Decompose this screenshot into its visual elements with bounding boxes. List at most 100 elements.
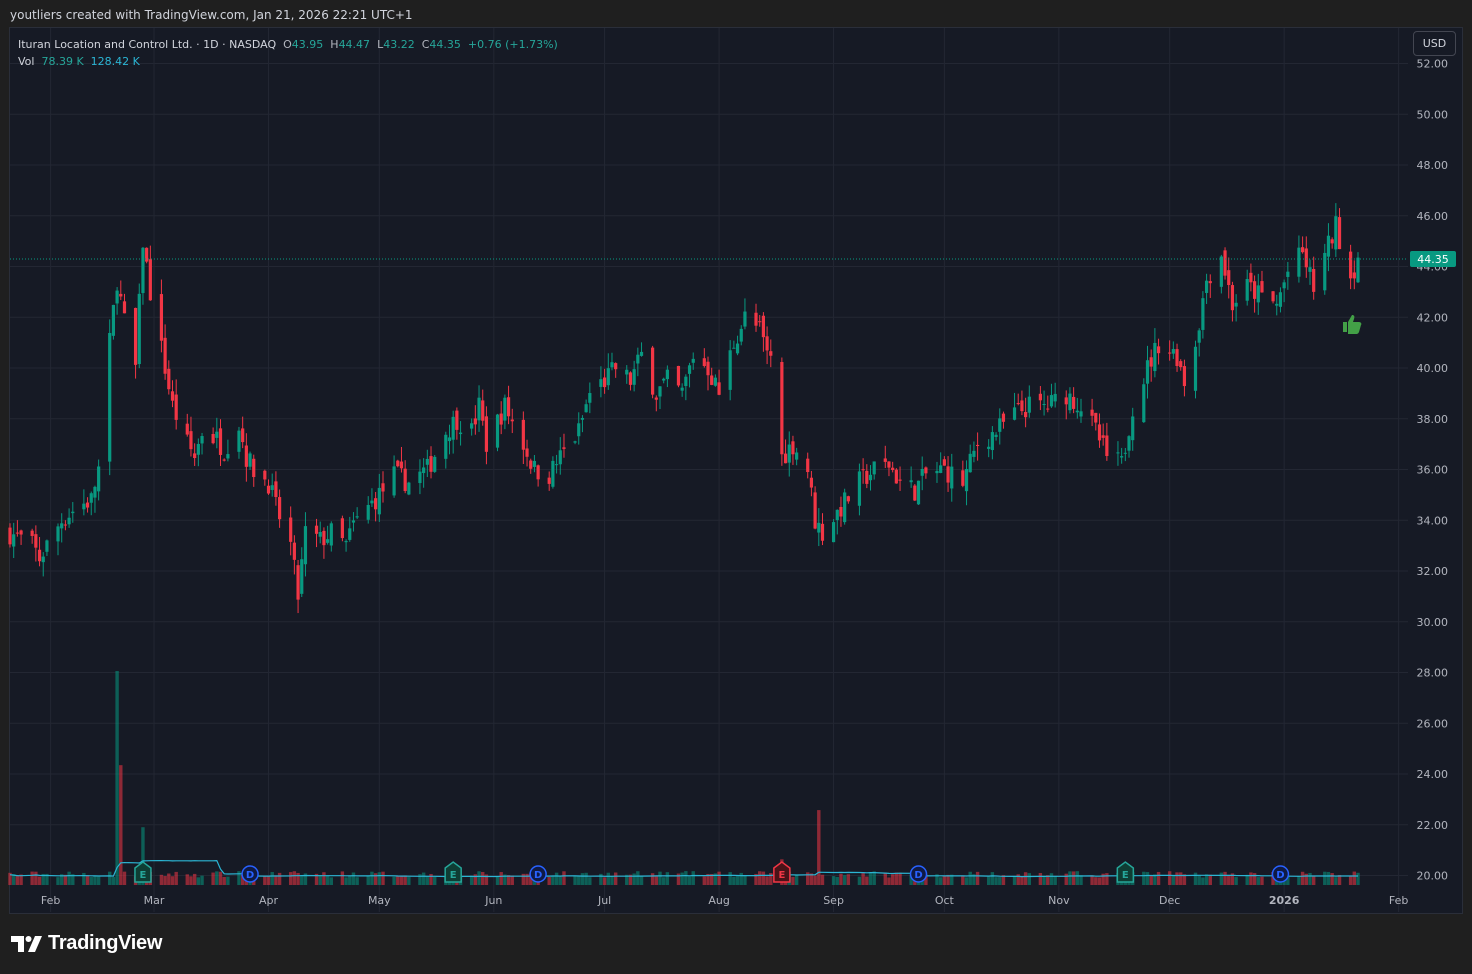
volume-bar	[189, 876, 193, 885]
tradingview-logo[interactable]: TradingView	[11, 932, 162, 955]
volume-bar	[15, 875, 20, 885]
candle-body	[241, 428, 245, 443]
candle-body	[374, 498, 378, 510]
candle-body	[990, 432, 994, 451]
candle-body	[355, 516, 359, 518]
candle-body	[108, 332, 112, 462]
candle-body	[1334, 216, 1338, 250]
candle-body	[1197, 330, 1201, 343]
volume-bar	[185, 874, 189, 885]
volume-row: Vol 78.39 K 128.42 K	[18, 53, 558, 70]
volume-bar	[835, 876, 839, 885]
volume-bars	[8, 671, 1360, 885]
candle-body	[1123, 452, 1127, 454]
volume-bar	[1227, 874, 1231, 885]
candle-body	[1097, 424, 1102, 441]
currency-button[interactable]: USD	[1413, 31, 1456, 56]
candle-body	[817, 522, 821, 533]
volume-bar	[425, 876, 430, 885]
candle-body	[602, 377, 607, 388]
dividend-badge[interactable]: D	[241, 865, 259, 883]
volume-bar	[558, 876, 562, 885]
dividend-badge[interactable]: D	[1271, 865, 1290, 883]
volume-bar	[813, 875, 817, 885]
candle-body	[658, 386, 662, 397]
svg-text:E: E	[450, 870, 457, 881]
volume-bar	[1090, 875, 1094, 885]
candle-body	[444, 434, 448, 459]
candle-body	[728, 350, 732, 390]
x-tick-label: Sep	[823, 894, 844, 907]
volume-label[interactable]: Vol	[18, 55, 35, 68]
candle-body	[1075, 410, 1079, 413]
volume-bar	[584, 872, 588, 885]
volume-bar	[990, 872, 995, 885]
earnings-badge[interactable]: E	[444, 861, 462, 883]
volume-bar	[1156, 871, 1161, 885]
volume-bar	[421, 872, 426, 885]
volume-bar	[318, 874, 322, 885]
volume-bar	[1193, 872, 1198, 885]
volume-bar	[1326, 871, 1331, 885]
candle-body	[193, 453, 197, 459]
y-tick-label: 32.00	[1417, 565, 1449, 578]
x-tick-label: Aug	[708, 894, 729, 907]
candle-body	[1304, 248, 1308, 268]
candle-body	[1149, 357, 1153, 367]
volume-bar	[588, 877, 592, 885]
volume-bar	[625, 874, 629, 885]
candle-body	[1168, 352, 1172, 354]
candle-body	[451, 416, 455, 440]
candle-body	[1105, 435, 1109, 457]
volume-bar	[794, 875, 799, 885]
candle-body	[628, 372, 633, 385]
earnings-badge[interactable]: E	[1116, 861, 1135, 883]
candle-body	[170, 391, 175, 401]
chart-area[interactable]	[9, 27, 1463, 914]
candle-body	[200, 436, 204, 444]
dividend-badge[interactable]: D	[529, 865, 547, 883]
volume-bar	[237, 871, 241, 885]
symbol-title[interactable]: Ituran Location and Control Ltd. · 1D · …	[18, 38, 277, 51]
earnings-badge[interactable]: E	[773, 861, 791, 883]
candle-body	[684, 376, 688, 387]
volume-bar	[661, 877, 666, 885]
volume-bar	[1105, 873, 1109, 885]
x-tick-label: Feb	[1389, 894, 1408, 907]
candle-body	[529, 460, 533, 469]
dividend-badge[interactable]: D	[909, 865, 928, 883]
candle-body	[868, 474, 873, 481]
volume-bar	[1175, 872, 1179, 885]
volume-bar	[702, 876, 707, 885]
candle-body	[743, 311, 747, 327]
candle-body	[883, 458, 887, 462]
earnings-badge[interactable]: E	[134, 861, 152, 883]
candle-body	[761, 315, 766, 338]
candle-body	[942, 459, 946, 466]
volume-bar	[11, 874, 16, 885]
candle-body	[89, 493, 93, 503]
x-tick-label: Nov	[1048, 894, 1070, 907]
candle-body	[913, 485, 917, 501]
volume-bar	[325, 875, 330, 885]
candle-body	[148, 259, 152, 301]
candle-body	[961, 470, 965, 486]
candle-body	[976, 444, 980, 447]
candle-body	[1131, 416, 1135, 441]
volume-bar	[122, 871, 127, 885]
volume-bar	[329, 877, 334, 885]
y-tick-label: 38.00	[1417, 413, 1449, 426]
candle-body	[418, 471, 422, 484]
candle-body	[314, 525, 319, 534]
candle-body	[1156, 346, 1161, 354]
volume-bar	[687, 876, 692, 885]
volume-bar	[1304, 873, 1308, 885]
open-value: 43.95	[291, 38, 324, 51]
candle-body	[30, 530, 34, 536]
volume-bar	[292, 871, 297, 885]
candle-body	[1223, 250, 1227, 276]
volume-bar	[1197, 874, 1201, 885]
volume-bar	[93, 876, 97, 885]
candle-body	[455, 410, 459, 430]
